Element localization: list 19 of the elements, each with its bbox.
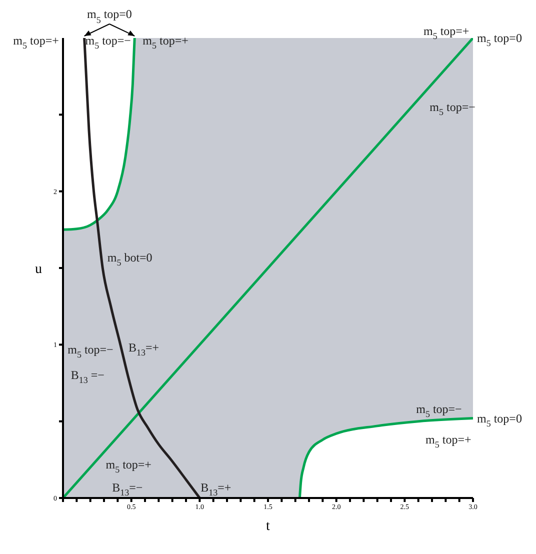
annotation: B$_{13}$=− <box>112 480 143 498</box>
annotation: m$_{5}$ top=− <box>85 33 132 50</box>
annotation: m$_{5}$ top=+ <box>142 33 189 50</box>
text: m$_{5}$ top=+ <box>13 33 60 50</box>
y-axis-title: u <box>35 262 42 277</box>
annotation: m$_{5}$ top=− <box>68 342 114 360</box>
annotation: m$_{5}$ top=+ <box>106 457 152 474</box>
annotation: m$_{5}$ top=− <box>430 100 476 117</box>
text: m$_{5}$ top=0 <box>86 7 132 25</box>
annotation: m$_{5}$ bot=0 <box>107 250 152 268</box>
annotation: m$_{5}$ top=0 <box>477 411 522 428</box>
annotation: m$_{5}$ top=− <box>416 402 462 420</box>
annotation: B$_{13}$=+ <box>200 480 232 498</box>
annotation: m$_{5}$ top=+ <box>423 24 470 42</box>
annotation: m$_{5}$ top=0 <box>477 31 522 48</box>
x-axis-title: t <box>266 519 270 534</box>
annotation: B$_{13}$ =− <box>70 368 105 386</box>
annotation: m$_{5}$ top=+ <box>426 432 472 450</box>
annotation: B$_{13}$=+ <box>128 340 160 358</box>
